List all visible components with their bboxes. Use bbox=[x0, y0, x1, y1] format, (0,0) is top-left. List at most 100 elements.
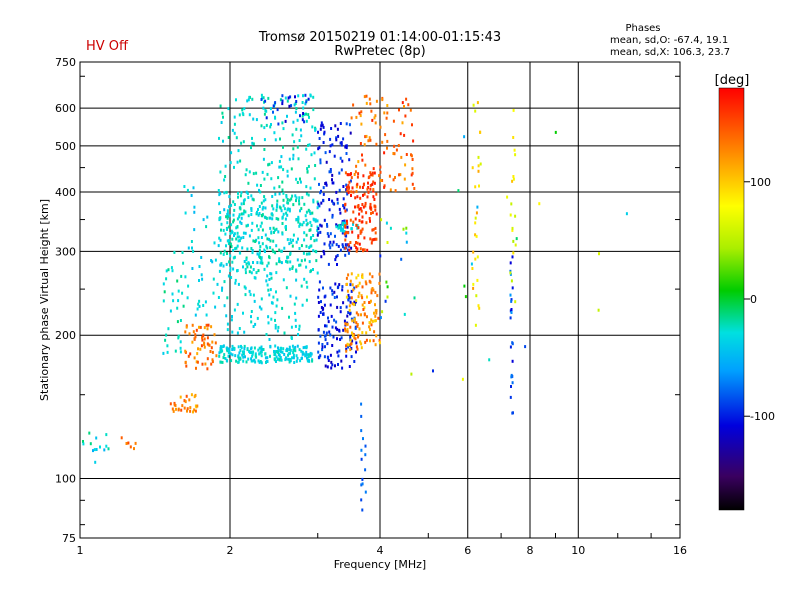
scatter-point bbox=[375, 142, 378, 146]
scatter-point bbox=[404, 163, 407, 167]
scatter-point bbox=[205, 225, 208, 229]
scatter-point bbox=[512, 136, 515, 139]
scatter-point bbox=[403, 133, 406, 137]
scatter-point bbox=[263, 267, 266, 271]
scatter-point bbox=[336, 254, 339, 257]
scatter-point bbox=[349, 179, 352, 183]
scatter-point bbox=[242, 140, 245, 144]
scatter-point bbox=[247, 214, 250, 218]
scatter-point bbox=[412, 139, 415, 143]
scatter-point bbox=[274, 192, 277, 196]
scatter-point bbox=[276, 298, 279, 302]
scatter-point bbox=[242, 352, 245, 356]
scatter-point bbox=[289, 294, 292, 298]
scatter-point bbox=[182, 304, 185, 308]
scatter-point bbox=[329, 240, 332, 244]
scatter-point bbox=[295, 240, 298, 244]
scatter-point bbox=[339, 228, 342, 232]
scatter-point bbox=[345, 219, 348, 223]
scatter-point bbox=[380, 218, 383, 222]
scatter-point bbox=[279, 350, 282, 354]
scatter-point bbox=[319, 127, 322, 131]
scatter-point bbox=[401, 101, 404, 105]
scatter-point bbox=[264, 109, 267, 112]
scatter-point bbox=[511, 341, 514, 345]
scatter-point bbox=[316, 219, 319, 223]
y-tick-label: 750 bbox=[55, 56, 76, 69]
scatter-point bbox=[304, 93, 307, 97]
scatter-point bbox=[226, 347, 229, 351]
scatter-point bbox=[345, 276, 348, 280]
scatter-point bbox=[200, 256, 203, 259]
scatter-point bbox=[363, 306, 366, 310]
scatter-point bbox=[229, 161, 232, 165]
scatter-point bbox=[349, 325, 352, 329]
scatter-point bbox=[347, 173, 350, 177]
scatter-point bbox=[250, 357, 253, 361]
scatter-point bbox=[251, 97, 254, 101]
scatter-point bbox=[350, 246, 353, 250]
scatter-point bbox=[262, 199, 265, 203]
scatter-point bbox=[281, 188, 284, 192]
scatter-point bbox=[397, 144, 400, 147]
scatter-point bbox=[322, 307, 325, 310]
scatter-point bbox=[475, 294, 478, 298]
scatter-point bbox=[369, 339, 371, 343]
scatter-point bbox=[164, 338, 167, 342]
scatter-point bbox=[234, 247, 237, 251]
scatter-point bbox=[299, 263, 302, 267]
scatter-point bbox=[344, 238, 347, 242]
scatter-point bbox=[214, 258, 217, 262]
scatter-point bbox=[271, 204, 274, 208]
scatter-point bbox=[345, 152, 348, 155]
scatter-point bbox=[252, 268, 255, 271]
scatter-point bbox=[356, 247, 359, 251]
scatter-point bbox=[283, 246, 286, 250]
scatter-point bbox=[509, 271, 512, 275]
scatter-point bbox=[172, 409, 175, 413]
scatter-point bbox=[369, 138, 372, 142]
scatter-point bbox=[163, 290, 166, 294]
scatter-point bbox=[275, 271, 278, 275]
scatter-point bbox=[203, 343, 206, 346]
scatter-point bbox=[355, 321, 358, 325]
scatter-point bbox=[366, 195, 369, 199]
scatter-point bbox=[229, 269, 232, 272]
scatter-point bbox=[230, 245, 233, 248]
scatter-point bbox=[342, 245, 344, 249]
scatter-point bbox=[317, 147, 320, 151]
scatter-point bbox=[236, 225, 239, 229]
scatter-point bbox=[345, 188, 348, 192]
scatter-point bbox=[243, 330, 246, 334]
scatter-point bbox=[261, 228, 264, 232]
scatter-point bbox=[225, 314, 228, 318]
scatter-point bbox=[371, 238, 374, 242]
scatter-point bbox=[625, 212, 628, 216]
scatter-point bbox=[378, 272, 381, 276]
scatter-point bbox=[281, 306, 284, 310]
scatter-point bbox=[373, 171, 376, 175]
scatter-point bbox=[219, 263, 222, 267]
scatter-point bbox=[334, 124, 337, 128]
scatter-point bbox=[258, 205, 261, 208]
scatter-point bbox=[237, 195, 239, 199]
scatter-point bbox=[506, 195, 509, 199]
scatter-point bbox=[285, 227, 287, 231]
y-tick-label: 75 bbox=[62, 532, 76, 545]
scatter-point bbox=[364, 280, 367, 284]
scatter-point bbox=[192, 410, 194, 414]
scatter-point bbox=[295, 218, 298, 221]
scatter-point bbox=[323, 132, 326, 136]
scatter-point bbox=[374, 114, 377, 118]
scatter-point bbox=[262, 348, 265, 351]
scatter-point bbox=[234, 354, 237, 358]
scatter-point bbox=[290, 197, 293, 201]
scatter-point bbox=[263, 195, 266, 199]
scatter-point bbox=[219, 170, 222, 174]
scatter-point bbox=[405, 187, 408, 191]
scatter-point bbox=[332, 201, 335, 205]
scatter-point bbox=[333, 154, 336, 158]
scatter-point bbox=[289, 95, 292, 99]
scatter-point bbox=[82, 442, 85, 446]
scatter-point bbox=[283, 353, 286, 356]
